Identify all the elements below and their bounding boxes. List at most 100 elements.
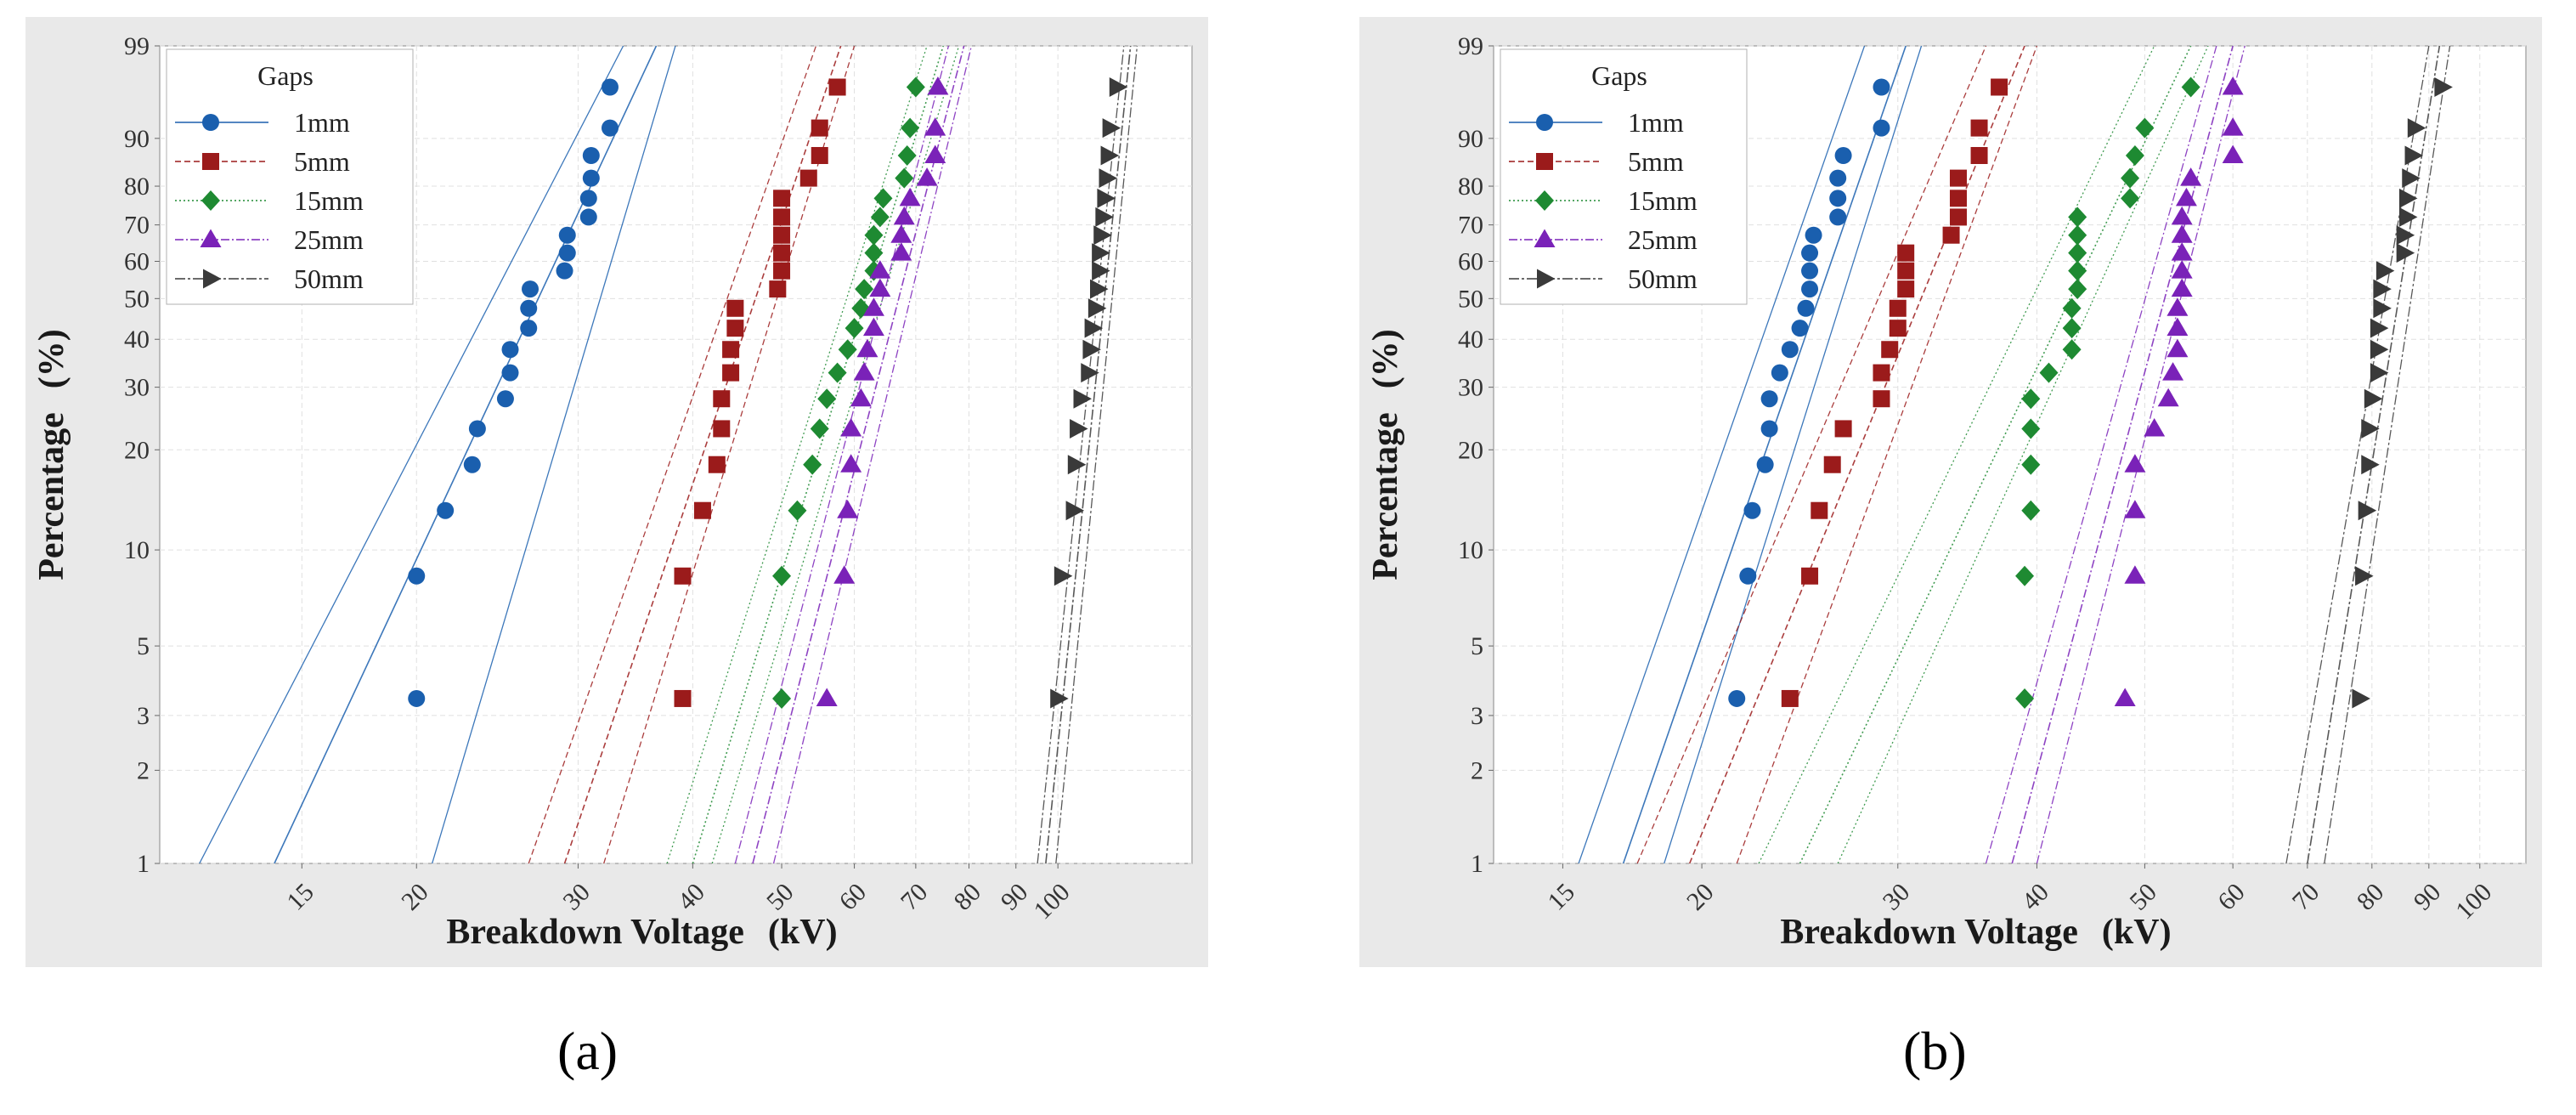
data-point-25mm [2175, 187, 2197, 207]
fit-line-25mm-upper [2036, 46, 2246, 863]
data-point-5mm [1970, 146, 1988, 164]
x-tick-label: 40 [2016, 878, 2054, 916]
data-point-15mm [2015, 688, 2035, 709]
data-point-15mm [906, 76, 925, 98]
y-tick-label: 30 [1458, 374, 1483, 402]
data-point-15mm [2015, 565, 2035, 586]
data-point-1mm [1801, 262, 1819, 280]
data-point-1mm [1739, 567, 1757, 585]
data-point-25mm [2171, 206, 2193, 225]
y-tick-label: 10 [1458, 536, 1483, 564]
y-tick-label: 90 [124, 125, 150, 153]
y-tick-label: 50 [124, 285, 150, 313]
data-point-1mm [1873, 119, 1890, 137]
data-point-1mm [1829, 190, 1847, 207]
data-point-15mm [788, 500, 807, 521]
data-point-25mm [2162, 362, 2184, 381]
data-point-5mm [1781, 689, 1799, 707]
y-tick-label: 2 [1471, 756, 1483, 784]
data-point-1mm [468, 420, 486, 438]
data-point-25mm [816, 688, 838, 706]
data-point-5mm [1873, 364, 1890, 382]
data-point-25mm [893, 206, 915, 225]
data-point-50mm [2396, 243, 2415, 263]
x-tick-label: 60 [2212, 878, 2251, 916]
y-tick-label: 3 [137, 702, 150, 730]
data-point-5mm [1823, 456, 1841, 473]
data-point-25mm [927, 76, 949, 95]
legend-label-25mm: 25mm [294, 224, 364, 255]
legend-box [1500, 48, 1748, 305]
data-point-25mm [924, 144, 946, 163]
data-point-25mm [2180, 167, 2202, 186]
data-point-25mm [856, 338, 878, 358]
data-point-50mm [2370, 363, 2389, 383]
data-point-15mm [2068, 279, 2087, 300]
data-point-25mm [2171, 224, 2193, 243]
y-axis-title: Percentage (%) [1366, 329, 1405, 580]
fit-line-25mm-lower [1985, 46, 2217, 863]
x-tick-label: 80 [948, 878, 986, 916]
data-point-15mm [855, 279, 874, 300]
x-axis-title-unit: (kV) [2102, 913, 2172, 952]
data-point-50mm [1102, 118, 1121, 139]
y-tick-label: 60 [124, 247, 150, 275]
data-point-15mm [2021, 388, 2041, 410]
data-point-15mm [2068, 242, 2087, 263]
data-point-5mm [722, 364, 740, 382]
data-point-5mm [1949, 208, 1967, 226]
data-point-50mm [1050, 688, 1069, 709]
x-tick-label: 30 [557, 878, 596, 916]
x-tick-label: 15 [1542, 878, 1580, 916]
data-point-5mm [1942, 226, 1960, 244]
data-point-25mm [2171, 242, 2193, 261]
data-point-15mm [828, 362, 847, 383]
data-point-50mm [1095, 207, 1114, 227]
legend-label-15mm: 15mm [1628, 185, 1698, 216]
data-point-25mm [899, 187, 921, 207]
data-point-15mm [2135, 117, 2155, 139]
data-point-5mm [1889, 320, 1907, 337]
data-point-15mm [897, 144, 917, 166]
x-tick-label: 60 [834, 878, 873, 916]
data-point-50mm [2370, 339, 2389, 359]
data-point-1mm [496, 390, 514, 408]
fit-line-1mm-upper [432, 46, 676, 863]
data-point-50mm [2398, 207, 2418, 227]
data-point-50mm [2355, 566, 2374, 586]
data-point-25mm [2171, 278, 2193, 297]
data-point-5mm [773, 244, 791, 262]
data-point-50mm [2434, 76, 2453, 97]
data-point-50mm [2373, 279, 2392, 299]
data-point-5mm [726, 320, 744, 337]
data-point-1mm [501, 341, 519, 359]
legend-title: Gaps [1591, 60, 1647, 91]
legend-marker-25mm [1534, 229, 1556, 247]
x-axis-title-main: Breakdown Voltage [446, 913, 743, 952]
data-point-15mm [873, 188, 893, 209]
fit-line-1mm-upper [1664, 46, 1923, 863]
data-point-15mm [2021, 418, 2041, 439]
data-point-1mm [579, 190, 597, 207]
chart-panel-a: 1 2 3 5 10 20 30 40 50 60 70 80 90 99 15 20 30 40 50 60 70 80… [25, 17, 1208, 967]
data-point-50mm [1092, 243, 1110, 263]
data-point-5mm [773, 262, 791, 280]
data-point-50mm [2375, 261, 2395, 281]
data-point-1mm [1760, 390, 1778, 408]
legend-marker-50mm [203, 269, 222, 289]
data-point-25mm [837, 500, 859, 518]
data-point-15mm [895, 167, 914, 189]
data-point-1mm [1801, 244, 1819, 262]
x-tick-label: 90 [2409, 878, 2447, 916]
data-point-1mm [1771, 364, 1788, 382]
data-point-5mm [1873, 390, 1890, 408]
data-point-50mm [1100, 145, 1120, 166]
fit-line-15mm-lower [666, 46, 928, 863]
data-point-5mm [1834, 420, 1852, 438]
data-point-50mm [1067, 455, 1087, 475]
series-group [199, 46, 1138, 863]
data-point-5mm [1949, 190, 1967, 207]
y-tick-label: 40 [124, 325, 150, 354]
y-axis-title-main: Percentage [32, 412, 71, 580]
data-point-25mm [2124, 454, 2146, 473]
